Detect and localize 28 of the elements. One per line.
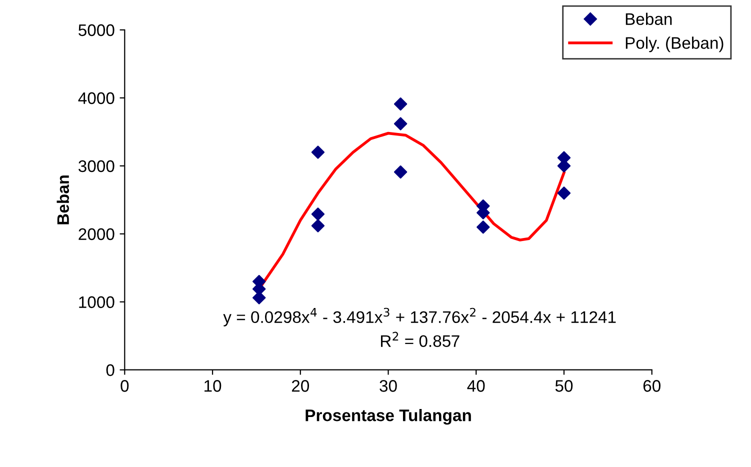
y-tick-label: 0 xyxy=(106,364,114,376)
legend-label: Beban xyxy=(626,12,672,25)
x-axis-title: Prosentase Tulangan xyxy=(306,409,471,425)
point xyxy=(394,117,408,130)
annotation: R$^{2}$ = 0.857 xyxy=(381,332,460,348)
y-axis-title: Beban xyxy=(56,175,70,224)
point xyxy=(476,220,490,234)
point xyxy=(557,186,571,200)
point xyxy=(252,291,266,304)
annotation: y = 0.0298x$^{4}$ - 3.491x$^{3}$ + 137.76x$^{2}$ - 2054.4x + 11241 xyxy=(223,308,616,326)
x-tick-label: 60 xyxy=(643,380,660,392)
x-tick-label: 0 xyxy=(120,380,129,392)
point xyxy=(311,219,325,232)
y-tick-label: 1000 xyxy=(79,296,114,308)
y-tick-label: 2000 xyxy=(78,228,114,240)
y-tick-label: 3000 xyxy=(78,160,114,172)
x-tick-label: 50 xyxy=(555,380,573,392)
point xyxy=(394,165,408,179)
point xyxy=(311,208,325,221)
point xyxy=(311,146,325,159)
x-tick-label: 20 xyxy=(292,380,310,392)
point xyxy=(394,97,408,111)
x-tick-label: 10 xyxy=(204,380,222,392)
legend-label: Poly. (Beban) xyxy=(626,36,724,52)
y-tick-label: 5000 xyxy=(78,24,114,36)
x-tick-label: 30 xyxy=(380,380,397,392)
y-tick-label: 4000 xyxy=(78,92,114,104)
x-tick-label: 40 xyxy=(467,380,485,392)
